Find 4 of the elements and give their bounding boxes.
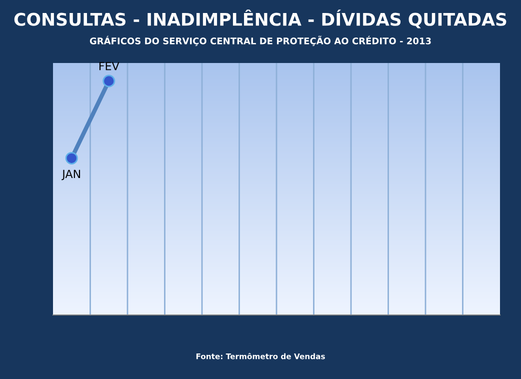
chart-subtitle: GRÁFICOS DO SERVIÇO CENTRAL DE PROTEÇÃO AO CRÉDITO - 2013 — [90, 36, 431, 46]
x-tick-label: FEV — [99, 62, 120, 70]
chart-title: CONSULTAS - INADIMPLÊNCIA - DÍVIDAS QUITADAS — [14, 10, 506, 28]
x-tick-label: JAN — [62, 170, 80, 180]
